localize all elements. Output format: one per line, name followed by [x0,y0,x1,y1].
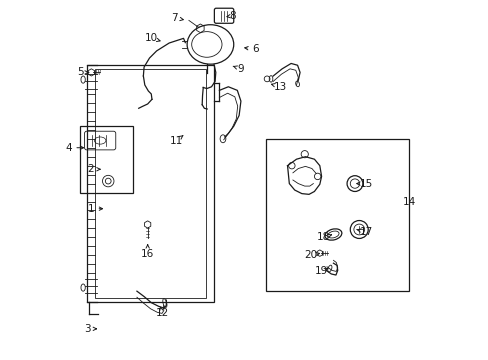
Text: 3: 3 [84,324,91,334]
Text: 2: 2 [87,164,94,174]
Text: 18: 18 [316,232,329,242]
Text: 16: 16 [141,248,154,258]
Text: 7: 7 [171,13,178,23]
Bar [95,69,206,298]
Text: 19: 19 [314,266,327,276]
Text: 17: 17 [359,227,372,237]
Bar [265,139,408,291]
Text: 9: 9 [237,64,244,74]
Text: 4: 4 [65,143,72,153]
Text: 15: 15 [359,179,372,189]
Bar [80,126,133,193]
Text: 12: 12 [155,309,168,318]
Text: 1: 1 [87,204,94,214]
Text: 6: 6 [251,44,258,54]
Text: 11: 11 [169,136,183,145]
Text: 5: 5 [77,67,83,77]
Text: 13: 13 [273,82,286,92]
Text: 8: 8 [229,11,236,21]
Text: 14: 14 [402,197,415,207]
Bar [87,65,214,302]
Text: 10: 10 [144,33,158,43]
Text: 20: 20 [304,250,317,260]
